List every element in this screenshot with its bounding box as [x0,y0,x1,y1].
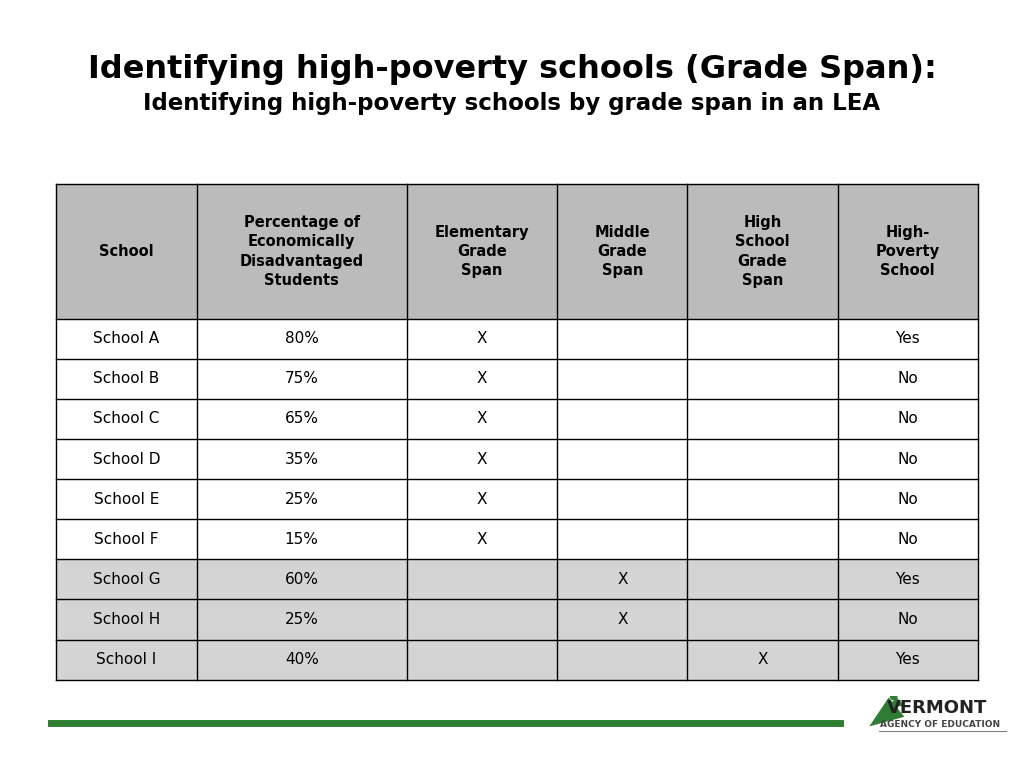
Text: No: No [897,452,919,467]
Text: X: X [477,372,487,386]
Text: No: No [897,492,919,507]
Text: Elementary
Grade
Span: Elementary Grade Span [435,225,529,278]
Text: School A: School A [93,331,160,346]
Text: No: No [897,372,919,386]
Text: School H: School H [93,612,160,627]
Text: 25%: 25% [285,612,318,627]
Text: 80%: 80% [285,331,318,346]
Text: Percentage of
Economically
Disadvantaged
Students: Percentage of Economically Disadvantaged… [240,215,364,288]
Polygon shape [889,697,904,706]
Text: X: X [477,412,487,426]
Text: School E: School E [94,492,159,507]
Text: Identifying high-poverty schools (Grade Span):: Identifying high-poverty schools (Grade … [88,54,936,84]
Text: VERMONT: VERMONT [887,699,987,717]
Text: AGENCY OF EDUCATION: AGENCY OF EDUCATION [880,720,1000,729]
Text: School D: School D [93,452,160,467]
Text: School: School [99,244,154,259]
Text: 40%: 40% [285,652,318,667]
Text: Identifying high-poverty schools by grade span in an LEA: Identifying high-poverty schools by grad… [143,92,881,115]
Text: High
School
Grade
Span: High School Grade Span [735,215,790,288]
Circle shape [891,694,897,700]
Text: School G: School G [92,572,160,587]
Text: No: No [897,612,919,627]
Text: School I: School I [96,652,157,667]
Text: X: X [477,452,487,467]
Text: 25%: 25% [285,492,318,507]
Text: 60%: 60% [285,572,318,587]
Text: X: X [617,612,628,627]
Text: Yes: Yes [895,652,921,667]
Text: School F: School F [94,531,159,547]
Text: X: X [477,531,487,547]
Text: No: No [897,412,919,426]
Text: X: X [477,331,487,346]
Polygon shape [869,697,904,727]
Text: Yes: Yes [895,331,921,346]
Text: School C: School C [93,412,160,426]
Text: 75%: 75% [285,372,318,386]
Text: X: X [617,572,628,587]
Text: High-
Poverty
School: High- Poverty School [876,225,940,278]
Text: 15%: 15% [285,531,318,547]
Text: School B: School B [93,372,160,386]
Text: Middle
Grade
Span: Middle Grade Span [595,225,650,278]
Text: Yes: Yes [895,572,921,587]
Text: 35%: 35% [285,452,318,467]
Text: 65%: 65% [285,412,318,426]
Text: No: No [897,531,919,547]
Text: X: X [758,652,768,667]
Text: X: X [477,492,487,507]
